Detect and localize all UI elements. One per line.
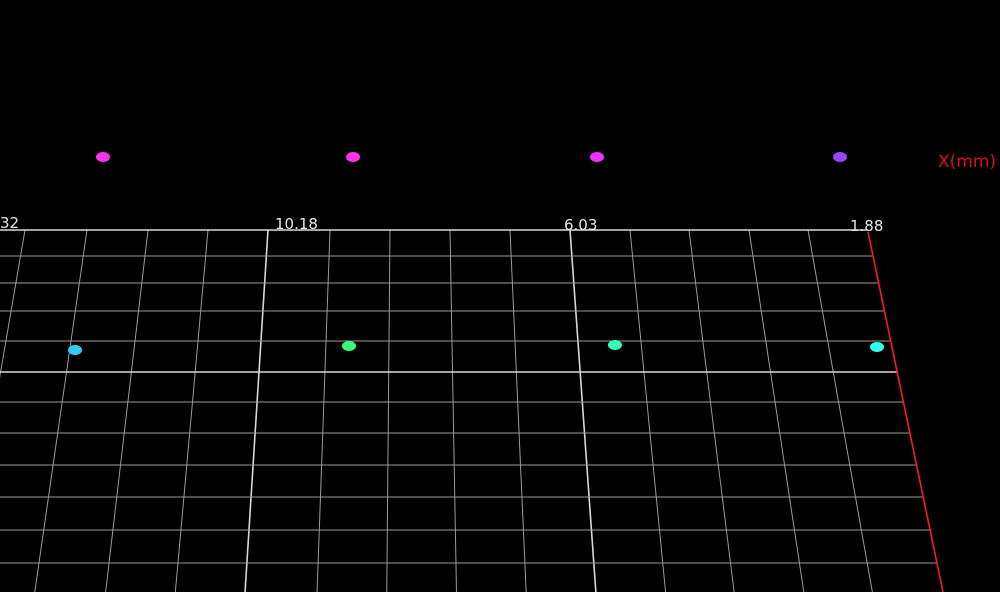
grid bbox=[0, 229, 937, 592]
point bbox=[342, 341, 356, 351]
grid-line bbox=[748, 229, 805, 592]
point bbox=[68, 345, 82, 355]
x-tick-label: 1.88 bbox=[850, 217, 883, 235]
grid-line bbox=[807, 229, 873, 592]
grid-line bbox=[688, 229, 735, 592]
points bbox=[68, 152, 884, 355]
grid-line bbox=[449, 229, 457, 592]
point bbox=[870, 342, 884, 352]
grid-line bbox=[386, 229, 391, 592]
grid-line bbox=[174, 229, 209, 592]
point bbox=[346, 152, 360, 162]
x-axis-line bbox=[867, 231, 944, 592]
grid-line bbox=[244, 229, 269, 592]
point bbox=[833, 152, 847, 162]
grid-line bbox=[316, 229, 331, 592]
x-tick-label: 6.03 bbox=[564, 216, 597, 234]
grid-line bbox=[569, 229, 597, 592]
x-tick-label: 10.18 bbox=[275, 215, 318, 233]
x-tick-label: 32 bbox=[0, 214, 19, 232]
point bbox=[608, 340, 622, 350]
axis-title: X(mm) bbox=[938, 152, 996, 172]
point bbox=[590, 152, 604, 162]
grid-line bbox=[105, 229, 149, 592]
grid-line bbox=[629, 229, 667, 592]
grid-line bbox=[34, 229, 88, 592]
grid-line bbox=[509, 229, 527, 592]
point bbox=[96, 152, 110, 162]
grid-line bbox=[0, 229, 26, 379]
